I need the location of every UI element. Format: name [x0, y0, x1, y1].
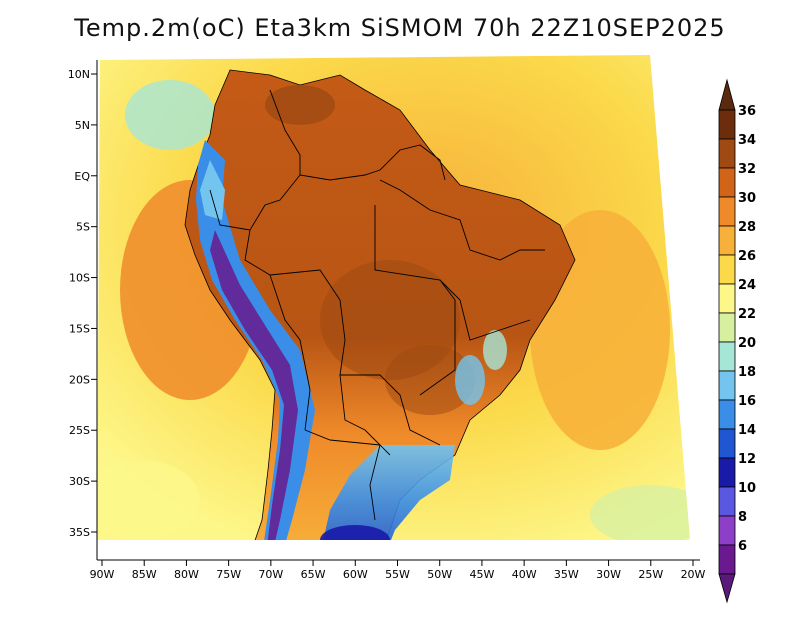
colorbar-swatch [718, 399, 736, 430]
colorbar-label: 36 [738, 104, 756, 119]
longitude-tick-label: 40W [512, 568, 537, 581]
colorbar-swatch [718, 312, 736, 343]
andes-transition-band [200, 160, 225, 220]
colorbar-swatch [718, 109, 736, 140]
northern-hot-region [265, 85, 335, 125]
latitude-tick-label: 15S [69, 322, 90, 335]
border-paraguay [339, 374, 391, 456]
colorbar-label: 22 [738, 307, 756, 322]
colorbar-swatch [718, 515, 736, 546]
longitude-tick-label: 50W [427, 568, 452, 581]
longitude-tick-label: 70W [258, 568, 283, 581]
latitude-tick-label: 30S [69, 475, 90, 488]
longitude-tick-label: 90W [90, 568, 115, 581]
patagonia-cold-region [320, 525, 390, 540]
andes-very-cold-core [210, 230, 298, 540]
south-central-hot-region [385, 345, 475, 415]
colorbar-swatch [718, 283, 736, 314]
colorbar-label: 18 [738, 365, 756, 380]
latitude-tick-label: 25S [69, 424, 90, 437]
south-pacific-cool-region [97, 460, 200, 540]
colorbar-label: 34 [738, 133, 756, 148]
country-borders [209, 89, 545, 521]
border-brazil-west [244, 174, 441, 446]
colorbar-label: 28 [738, 220, 756, 235]
colorbar-label: 8 [738, 510, 747, 525]
east-coast-cool-patch [483, 330, 507, 370]
longitude-tick-label: 55W [385, 568, 410, 581]
colorbar-swatch [718, 196, 736, 227]
southeast-coast-cool-patch [455, 355, 485, 405]
colorbar-swatch [718, 457, 736, 488]
colorbar-swatch [718, 254, 736, 285]
longitude-tick-label: 85W [132, 568, 157, 581]
longitude-tick-label: 45W [469, 568, 494, 581]
colorbar-swatch [718, 225, 736, 256]
colorbar-swatch [718, 138, 736, 169]
state-border-south [419, 279, 456, 396]
latitude-tick-label: 10S [69, 272, 90, 285]
latitude-tick-label: 5N [75, 119, 90, 132]
longitude-tick-label: 60W [343, 568, 368, 581]
state-border-north [379, 179, 545, 261]
border-argentina-north [304, 429, 381, 446]
colorbar-label: 12 [738, 452, 756, 467]
longitude-ticks: 90W 85W 80W 75W 70W 65W 60W 55W 50W 45W 40W 35W 30W 2… [90, 560, 706, 581]
colorbar: 36 34 32 30 28 26 24 22 20 18 16 14 12 10 8 6 [718, 78, 756, 604]
longitude-tick-label: 25W [638, 568, 663, 581]
longitude-tick-label: 30W [596, 568, 621, 581]
colorbar-label: 20 [738, 336, 756, 351]
temperature-field [97, 55, 690, 540]
colorbar-bottom-arrow [718, 573, 736, 604]
latitude-tick-label: EQ [74, 170, 90, 183]
pacific-cool-region [125, 80, 215, 150]
colorbar-label: 14 [738, 423, 756, 438]
state-border-central [374, 205, 531, 341]
latitude-tick-label: 5S [76, 221, 90, 234]
colorbar-label: 16 [738, 394, 756, 409]
colorbar-label: 32 [738, 162, 756, 177]
colorbar-swatch [718, 428, 736, 459]
colorbar-swatch [718, 486, 736, 517]
longitude-tick-label: 20W [681, 568, 706, 581]
colorbar-label: 30 [738, 191, 756, 206]
south-atlantic-cool-region [590, 485, 690, 540]
border-ecuador-peru [209, 189, 251, 231]
colorbar-swatch [718, 167, 736, 198]
border-guianas [379, 144, 446, 181]
latitude-tick-label: 10N [68, 68, 90, 81]
border-peru-bolivia-chile [269, 274, 311, 431]
longitude-tick-label: 75W [216, 568, 241, 581]
latitude-ticks: 10N 5N EQ 5S 10S 15S 20S 25S 30S 35S [68, 68, 97, 539]
colorbar-swatch [718, 544, 736, 575]
colorbar-top-arrow [718, 78, 736, 111]
latitude-tick-label: 20S [69, 373, 90, 386]
colorbar-swatch [718, 370, 736, 401]
colorbar-label: 6 [738, 539, 747, 554]
colorbar-label: 10 [738, 481, 756, 496]
colorbar-swatch [718, 341, 736, 372]
longitude-tick-label: 65W [301, 568, 326, 581]
colorbar-label: 24 [738, 278, 756, 293]
border-uruguay [369, 444, 381, 521]
colorbar-label: 26 [738, 249, 756, 264]
longitude-tick-label: 80W [174, 568, 199, 581]
longitude-tick-label: 35W [554, 568, 579, 581]
map-title: Temp.2m(oC) Eta3km SiSMOM 70h 22Z10SEP20… [74, 14, 726, 42]
latitude-tick-label: 35S [69, 526, 90, 539]
